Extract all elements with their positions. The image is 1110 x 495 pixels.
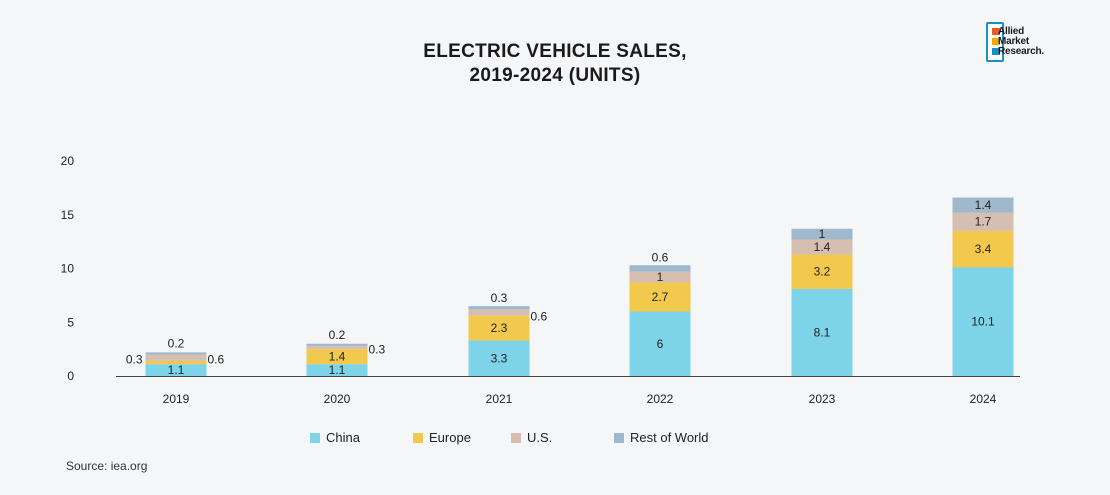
chart-title-line1: ELECTRIC VEHICLE SALES,: [423, 41, 687, 62]
data-label: 1.1: [168, 363, 185, 377]
x-tick-label: 2022: [647, 392, 674, 406]
data-label: 0.3: [491, 291, 508, 305]
bar-segment: [468, 309, 530, 316]
bar-segment: [468, 315, 530, 341]
legend-swatch: [614, 433, 624, 443]
chart-title-line2: 2019-2024 (UNITS): [469, 65, 641, 86]
y-tick-label: 15: [61, 208, 75, 222]
bar-segment: [306, 345, 368, 350]
logo-text-line3: Research.: [998, 46, 1045, 57]
logo-text-line1: Allied: [998, 26, 1025, 37]
bar-segment: [145, 354, 207, 361]
data-label: 8.1: [814, 325, 831, 339]
data-label: 3.2: [814, 265, 831, 279]
bar-segment: [629, 282, 691, 312]
bar-segment: [468, 340, 530, 376]
bar-segment: [306, 349, 368, 365]
bar-segment: [791, 288, 853, 376]
logo-text-line2: Market: [998, 36, 1030, 47]
data-label: 0.6: [652, 250, 669, 264]
legend-swatch: [310, 433, 320, 443]
data-label: 0.6: [531, 310, 548, 324]
bar-segment: [952, 267, 1014, 376]
x-tick-label: 2021: [486, 392, 513, 406]
legend-label: China: [326, 430, 361, 445]
bar-segment: [468, 306, 530, 310]
y-tick-label: 0: [67, 369, 74, 383]
bar-segment: [791, 228, 853, 240]
data-label: 3.4: [975, 242, 992, 256]
x-tick-label: 2019: [163, 392, 190, 406]
legend-label: Rest of World: [630, 430, 709, 445]
data-label: 3.3: [491, 351, 508, 365]
bar-segment: [306, 364, 368, 376]
bar-segment: [629, 265, 691, 272]
data-label: 0.2: [329, 328, 346, 342]
data-label: 1.4: [329, 350, 346, 364]
data-label: 1.4: [814, 240, 831, 254]
x-tick-label: 2023: [809, 392, 836, 406]
bar-segment: [306, 343, 368, 346]
data-label: 1: [657, 270, 664, 284]
bar-segment: [952, 230, 1014, 268]
legend-label: Europe: [429, 430, 471, 445]
data-label: 1.4: [975, 198, 992, 212]
chart-title: ELECTRIC VEHICLE SALES, 2019-2024 (UNITS…: [0, 40, 1110, 88]
data-label: 0.2: [168, 336, 185, 350]
data-label: 1.1: [329, 363, 346, 377]
bar-segment: [791, 239, 853, 255]
bar-segment: [145, 360, 207, 365]
bar-segment: [145, 364, 207, 376]
data-label: 0.3: [369, 343, 386, 357]
bar-segment: [952, 197, 1014, 213]
legend-swatch: [511, 433, 521, 443]
data-label: 0.6: [208, 353, 225, 367]
source-note: Source: iea.org: [66, 459, 148, 473]
data-label: 1.7: [975, 215, 992, 229]
x-tick-label: 2024: [970, 392, 997, 406]
bar-segment: [791, 254, 853, 289]
y-tick-label: 10: [61, 262, 75, 276]
data-label: 0.3: [126, 353, 143, 367]
bar-segment: [952, 212, 1014, 231]
logo-mark-icon: [986, 22, 1004, 62]
legend-label: U.S.: [527, 430, 552, 445]
bar-segment: [145, 352, 207, 355]
allied-market-research-logo: Allied Market Research.: [986, 22, 1086, 68]
bar-segment: [629, 271, 691, 283]
x-tick-label: 2020: [324, 392, 351, 406]
data-label: 2.7: [652, 290, 669, 304]
legend-swatch: [413, 433, 423, 443]
data-label: 2.3: [491, 321, 508, 335]
data-label: 1: [819, 227, 826, 241]
y-tick-label: 5: [67, 315, 74, 329]
bar-segment: [629, 311, 691, 376]
y-tick-label: 20: [61, 154, 75, 168]
data-label: 10.1: [971, 315, 995, 329]
data-label: 6: [657, 337, 664, 351]
